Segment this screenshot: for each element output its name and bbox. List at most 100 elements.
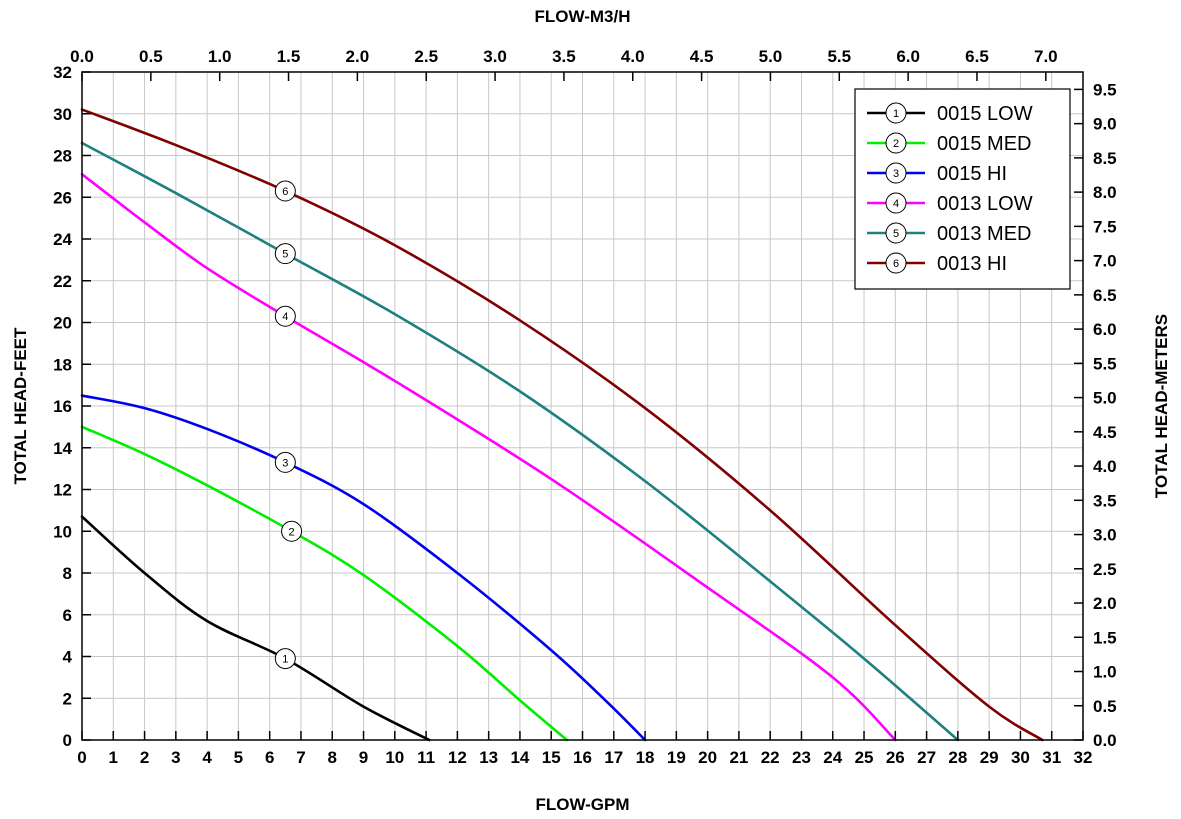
tick-label-right: 6.0 (1093, 320, 1117, 339)
tick-label-bottom: 26 (886, 748, 905, 767)
curve-marker-label-1: 2 (289, 526, 295, 538)
tick-label-left: 0 (63, 731, 72, 750)
tick-label-bottom: 3 (171, 748, 180, 767)
tick-label-bottom: 15 (542, 748, 561, 767)
tick-label-top: 7.0 (1034, 47, 1058, 66)
tick-label-left: 22 (53, 272, 72, 291)
tick-label-right: 0.5 (1093, 697, 1117, 716)
tick-label-top: 3.0 (483, 47, 507, 66)
tick-label-bottom: 20 (698, 748, 717, 767)
curve-marker-5 (274, 180, 296, 202)
legend-label-1: 0015 MED (937, 133, 1032, 155)
series-line-0 (80, 515, 431, 742)
tick-label-right: 1.5 (1093, 628, 1117, 647)
series-line-5 (80, 108, 1044, 742)
tick-label-left: 2 (63, 689, 72, 708)
grid (81, 71, 1084, 741)
tick-label-bottom: 16 (573, 748, 592, 767)
tick-label-top: 2.5 (414, 47, 438, 66)
tick-label-right: 9.0 (1093, 115, 1117, 134)
tick-label-bottom: 0 (77, 748, 86, 767)
tick-label-bottom: 32 (1074, 748, 1093, 767)
bottom-axis-title: FLOW-GPM (535, 795, 629, 814)
legend-label-3: 0013 LOW (937, 193, 1033, 215)
tick-label-right: 1.0 (1093, 663, 1117, 682)
tick-label-left: 32 (53, 63, 72, 82)
tick-label-bottom: 21 (729, 748, 748, 767)
tick-label-bottom: 31 (1042, 748, 1061, 767)
legend-marker-5 (885, 252, 907, 274)
tick-label-bottom: 24 (823, 748, 842, 767)
tick-label-bottom: 2 (140, 748, 149, 767)
tick-label-right: 0.0 (1093, 731, 1117, 750)
legend-label-4: 0013 MED (937, 223, 1032, 245)
curve-marker-label-2: 3 (282, 457, 288, 469)
series-line-1 (80, 425, 569, 742)
tick-label-bottom: 1 (109, 748, 118, 767)
tick-label-bottom: 29 (980, 748, 999, 767)
legend-label-2: 0015 HI (937, 163, 1007, 185)
curves (80, 108, 1044, 742)
legend-label-5: 0013 HI (937, 253, 1007, 275)
tick-label-left: 14 (53, 439, 72, 458)
tick-label-top: 5.5 (827, 47, 851, 66)
left-axis-title: TOTAL HEAD-FEET (11, 327, 30, 484)
tick-label-top: 6.5 (965, 47, 989, 66)
tick-label-bottom: 7 (296, 748, 305, 767)
series-line-3 (80, 172, 897, 742)
curve-marker-3 (274, 305, 296, 327)
tick-label-left: 24 (53, 230, 72, 249)
tick-label-right: 4.5 (1093, 423, 1117, 442)
legend-marker-4 (885, 222, 907, 244)
tick-label-right: 5.5 (1093, 354, 1117, 373)
series-line-4 (80, 141, 960, 742)
curve-marker-label-3: 4 (282, 311, 288, 323)
tick-label-top: 0.0 (70, 47, 94, 66)
legend-marker-label-0: 1 (893, 108, 899, 120)
tick-label-left: 30 (53, 105, 72, 124)
tick-label-top: 5.0 (759, 47, 783, 66)
tick-label-right: 8.5 (1093, 149, 1117, 168)
tick-label-bottom: 17 (604, 748, 623, 767)
tick-label-top: 4.5 (690, 47, 714, 66)
tick-label-bottom: 10 (385, 748, 404, 767)
tick-label-left: 20 (53, 314, 72, 333)
tick-label-bottom: 27 (917, 748, 936, 767)
tick-label-top: 6.0 (896, 47, 920, 66)
tick-label-top: 0.5 (139, 47, 163, 66)
tick-label-left: 16 (53, 397, 72, 416)
curve-markers: 1 2 3 4 5 6 (274, 180, 303, 670)
top-axis-title: FLOW-M3/H (535, 7, 631, 26)
tick-label-right: 4.0 (1093, 457, 1117, 476)
tick-label-right: 3.5 (1093, 491, 1117, 510)
tick-label-right: 7.5 (1093, 217, 1117, 236)
legend-marker-2 (885, 162, 907, 184)
tick-label-bottom: 23 (792, 748, 811, 767)
legend-marker-label-3: 4 (893, 198, 899, 210)
tick-label-left: 18 (53, 355, 72, 374)
tick-label-left: 26 (53, 188, 72, 207)
legend-marker-1 (885, 132, 907, 154)
curve-marker-1 (281, 520, 303, 542)
tick-labels: 0 1 2 3 4 5 6 7 8 9 10 11 12 13 14 15 16 17 18 19 20 21 22 23 24… (53, 47, 1117, 767)
tick-label-left: 10 (53, 522, 72, 541)
tick-label-bottom: 22 (761, 748, 780, 767)
tick-label-right: 2.5 (1093, 560, 1117, 579)
tick-label-bottom: 9 (359, 748, 368, 767)
tick-label-bottom: 4 (202, 748, 212, 767)
curve-marker-0 (274, 648, 296, 670)
tick-label-bottom: 12 (448, 748, 467, 767)
tick-label-top: 3.5 (552, 47, 576, 66)
tick-label-bottom: 25 (855, 748, 874, 767)
tick-label-top: 2.0 (346, 47, 370, 66)
axis-ticks (81, 71, 1084, 741)
tick-label-right: 7.0 (1093, 252, 1117, 271)
curve-marker-label-4: 5 (282, 249, 288, 261)
tick-label-bottom: 30 (1011, 748, 1030, 767)
legend-marker-label-1: 2 (893, 138, 899, 150)
legend-marker-label-2: 3 (893, 168, 899, 180)
tick-label-right: 5.0 (1093, 389, 1117, 408)
series-line-2 (80, 394, 647, 742)
right-axis-title: TOTAL HEAD-METERS (1152, 314, 1171, 498)
tick-label-left: 28 (53, 147, 72, 166)
